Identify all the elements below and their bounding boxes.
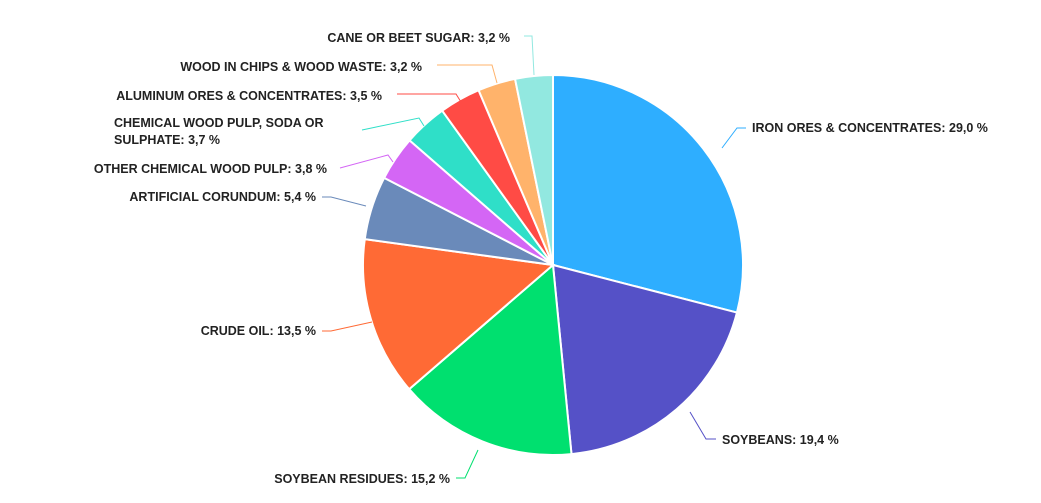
leader-line-5 <box>322 196 367 207</box>
data-label-9: WOOD IN CHIPS & WOOD WASTE: 3,2 % <box>180 60 422 74</box>
leader-line-1 <box>721 127 746 149</box>
leader-line-4 <box>322 321 373 332</box>
data-label-2: SOYBEANS: 19,4 % <box>722 433 839 447</box>
pie-slice-1 <box>552 73 744 314</box>
pie-slice-4 <box>362 237 556 391</box>
pie-slice-3 <box>407 262 573 456</box>
data-label-10: CANE OR BEET SUGAR: 3,2 % <box>327 31 510 45</box>
pie-slice-2 <box>551 263 739 456</box>
leader-line-7 <box>361 117 425 131</box>
pie-slice-10 <box>513 73 554 266</box>
leader-line-2 <box>689 411 716 440</box>
leader-line-10 <box>524 35 535 76</box>
data-label-8: ALUMINUM ORES & CONCENTRATES: 3,5 % <box>116 89 382 103</box>
data-label-1: IRON ORES & CONCENTRATES: 29,0 % <box>752 121 988 135</box>
data-label-4: CRUDE OIL: 13,5 % <box>201 324 316 338</box>
data-label-3: SOYBEAN RESIDUES: 15,2 % <box>274 472 450 486</box>
data-label-7: CHEMICAL WOOD PULP, SODA OR SULPHATE: 3,7… <box>114 116 324 147</box>
data-label-6: OTHER CHEMICAL WOOD PULP: 3,8 % <box>94 162 327 176</box>
leader-line-6 <box>339 154 394 169</box>
data-label-5: ARTIFICIAL CORUNDUM: 5,4 % <box>129 190 316 204</box>
leader-line-8 <box>397 93 462 103</box>
leader-line-9 <box>437 64 498 84</box>
leader-line-3 <box>456 449 479 479</box>
